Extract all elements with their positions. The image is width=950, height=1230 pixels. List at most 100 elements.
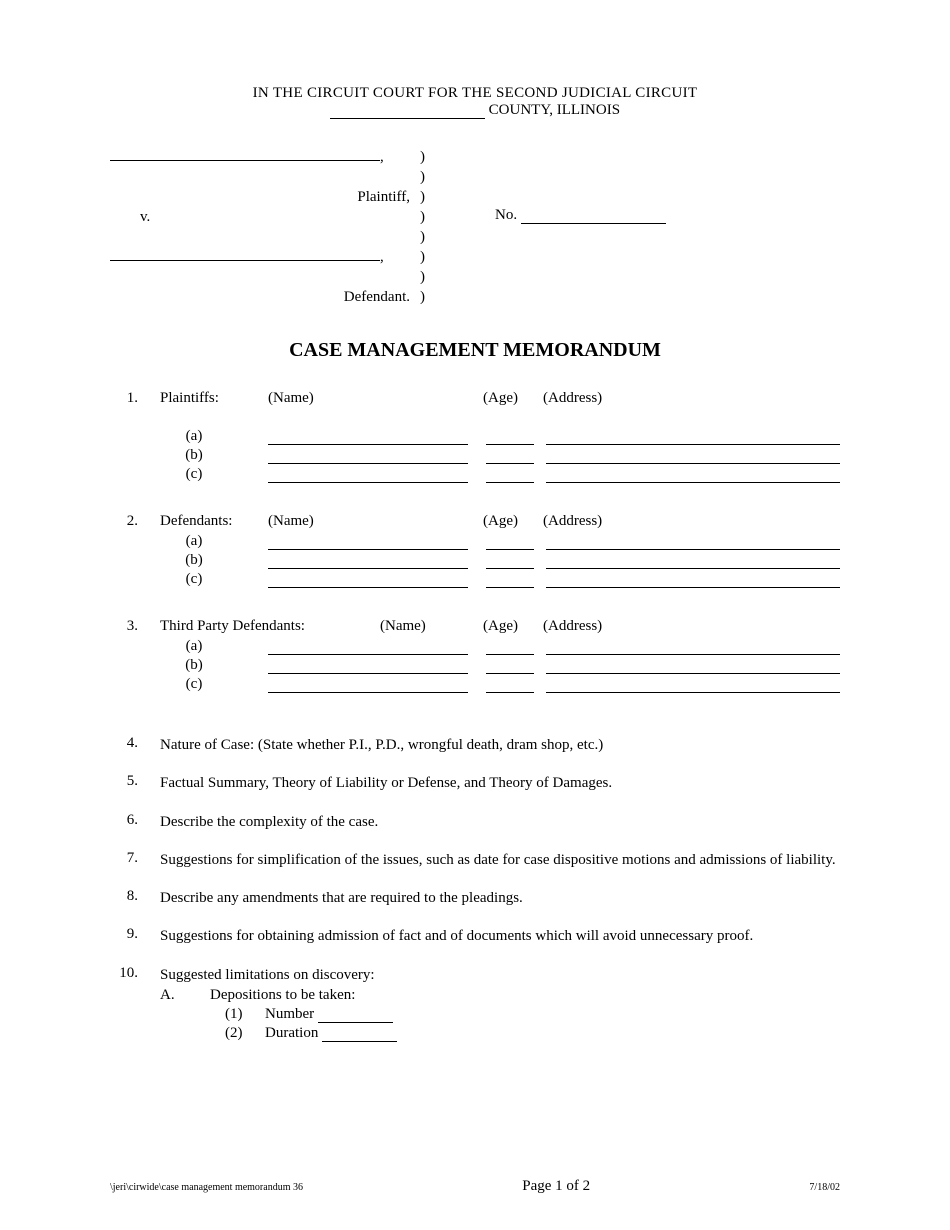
item-5: 5. Factual Summary, Theory of Liability … bbox=[110, 773, 840, 793]
item-6-num: 6. bbox=[110, 812, 160, 832]
age-blank[interactable] bbox=[486, 448, 534, 464]
number-blank[interactable] bbox=[318, 1009, 393, 1023]
item-6: 6. Describe the complexity of the case. bbox=[110, 812, 840, 832]
name-blank[interactable] bbox=[268, 467, 468, 483]
sub-a-letter: A. bbox=[160, 987, 210, 1042]
third-party-label: Third Party Defendants: bbox=[160, 618, 380, 635]
defendants-header: Defendants: (Name) (Age) (Address) bbox=[160, 513, 840, 530]
defendants-label: Defendants: bbox=[160, 513, 268, 530]
subsub-2-content: Duration bbox=[265, 1025, 840, 1042]
item-5-num: 5. bbox=[110, 773, 160, 793]
item-9-text: Suggestions for obtaining admission of f… bbox=[160, 926, 840, 946]
paren: ) bbox=[420, 147, 440, 167]
paren: ) bbox=[420, 247, 440, 267]
county-blank[interactable] bbox=[330, 105, 485, 119]
item-9-num: 9. bbox=[110, 926, 160, 946]
subsub-1-content: Number bbox=[265, 1006, 840, 1023]
plaintiffs-header: Plaintiffs: (Name) (Age) (Address) bbox=[160, 390, 840, 407]
name-blank[interactable] bbox=[268, 677, 468, 693]
subsub-1-num: (1) bbox=[210, 1006, 265, 1023]
item-3-num: 3. bbox=[110, 618, 160, 695]
case-caption: , Plaintiff, v. , Defendant. ) ) ) ) ) )… bbox=[110, 147, 840, 307]
item-8: 8. Describe any amendments that are requ… bbox=[110, 888, 840, 908]
name-blank[interactable] bbox=[268, 639, 468, 655]
item-3: 3. Third Party Defendants: (Name) (Age) … bbox=[110, 618, 840, 695]
age-blank[interactable] bbox=[486, 677, 534, 693]
address-blank[interactable] bbox=[546, 658, 840, 674]
plaintiffs-label: Plaintiffs: bbox=[160, 390, 268, 407]
duration-blank[interactable] bbox=[322, 1028, 397, 1042]
age-blank[interactable] bbox=[486, 572, 534, 588]
address-blank[interactable] bbox=[546, 553, 840, 569]
name-blank[interactable] bbox=[268, 658, 468, 674]
address-blank[interactable] bbox=[546, 467, 840, 483]
age-blank[interactable] bbox=[486, 429, 534, 445]
item-4-text: Nature of Case: (State whether P.I., P.D… bbox=[160, 735, 840, 755]
item-2-num: 2. bbox=[110, 513, 160, 590]
row-letter: (b) bbox=[160, 447, 268, 464]
item-8-text: Describe any amendments that are require… bbox=[160, 888, 840, 908]
name-header: (Name) bbox=[268, 390, 483, 407]
address-blank[interactable] bbox=[546, 639, 840, 655]
paren: ) bbox=[420, 227, 440, 247]
plaintiff-row-b: (b) bbox=[160, 447, 840, 464]
case-number-blank[interactable] bbox=[521, 210, 666, 224]
paren: ) bbox=[420, 187, 440, 207]
caption-caseno: No. bbox=[440, 147, 840, 307]
tp-row-a: (a) bbox=[160, 638, 840, 655]
tp-row-c: (c) bbox=[160, 676, 840, 693]
age-header: (Age) bbox=[483, 390, 543, 407]
plaintiff-row-c: (c) bbox=[160, 466, 840, 483]
address-blank[interactable] bbox=[546, 534, 840, 550]
item-2: 2. Defendants: (Name) (Age) (Address) (a… bbox=[110, 513, 840, 590]
item-9: 9. Suggestions for obtaining admission o… bbox=[110, 926, 840, 946]
item-1-num: 1. bbox=[110, 390, 160, 485]
name-blank[interactable] bbox=[268, 429, 468, 445]
age-blank[interactable] bbox=[486, 658, 534, 674]
row-letter: (a) bbox=[160, 428, 268, 445]
plaintiff-row-a: (a) bbox=[160, 428, 840, 445]
row-letter: (b) bbox=[160, 552, 268, 569]
name-blank[interactable] bbox=[268, 534, 468, 550]
item-7: 7. Suggestions for simplification of the… bbox=[110, 850, 840, 870]
item-10-sub-a: A. Depositions to be taken: (1) Number (… bbox=[160, 987, 840, 1042]
paren: ) bbox=[420, 267, 440, 287]
item-6-text: Describe the complexity of the case. bbox=[160, 812, 840, 832]
address-blank[interactable] bbox=[546, 448, 840, 464]
defendant-row-c: (c) bbox=[160, 571, 840, 588]
address-blank[interactable] bbox=[546, 429, 840, 445]
court-title-line1: IN THE CIRCUIT COURT FOR THE SECOND JUDI… bbox=[110, 85, 840, 102]
document-title: CASE MANAGEMENT MEMORANDUM bbox=[110, 339, 840, 362]
item-10-a-2: (2) Duration bbox=[210, 1025, 840, 1042]
footer-page: Page 1 of 2 bbox=[522, 1178, 590, 1195]
page-footer: \jeri\cirwide\case management memorandum… bbox=[110, 1178, 840, 1195]
no-label: No. bbox=[495, 207, 521, 223]
address-header: (Address) bbox=[543, 390, 840, 407]
county-suffix: COUNTY, ILLINOIS bbox=[485, 102, 620, 118]
name-header: (Name) bbox=[380, 618, 483, 635]
name-blank[interactable] bbox=[268, 572, 468, 588]
row-letter: (c) bbox=[160, 676, 268, 693]
defendant-row-b: (b) bbox=[160, 552, 840, 569]
name-blank[interactable] bbox=[268, 553, 468, 569]
plaintiff-name-blank[interactable] bbox=[110, 147, 380, 161]
age-blank[interactable] bbox=[486, 553, 534, 569]
address-blank[interactable] bbox=[546, 677, 840, 693]
age-blank[interactable] bbox=[486, 534, 534, 550]
row-letter: (a) bbox=[160, 533, 268, 550]
item-1: 1. Plaintiffs: (Name) (Age) (Address) (a… bbox=[110, 390, 840, 485]
item-5-text: Factual Summary, Theory of Liability or … bbox=[160, 773, 840, 793]
court-header: IN THE CIRCUIT COURT FOR THE SECOND JUDI… bbox=[110, 85, 840, 119]
age-blank[interactable] bbox=[486, 467, 534, 483]
paren: ) bbox=[420, 167, 440, 187]
age-header: (Age) bbox=[483, 513, 543, 530]
row-letter: (c) bbox=[160, 466, 268, 483]
name-blank[interactable] bbox=[268, 448, 468, 464]
sub-a-text: Depositions to be taken: bbox=[210, 987, 840, 1004]
defendant-name-blank[interactable] bbox=[110, 247, 380, 261]
age-blank[interactable] bbox=[486, 639, 534, 655]
age-header: (Age) bbox=[483, 618, 543, 635]
court-title-line2: COUNTY, ILLINOIS bbox=[110, 102, 840, 119]
footer-date: 7/18/02 bbox=[809, 1182, 840, 1193]
address-blank[interactable] bbox=[546, 572, 840, 588]
